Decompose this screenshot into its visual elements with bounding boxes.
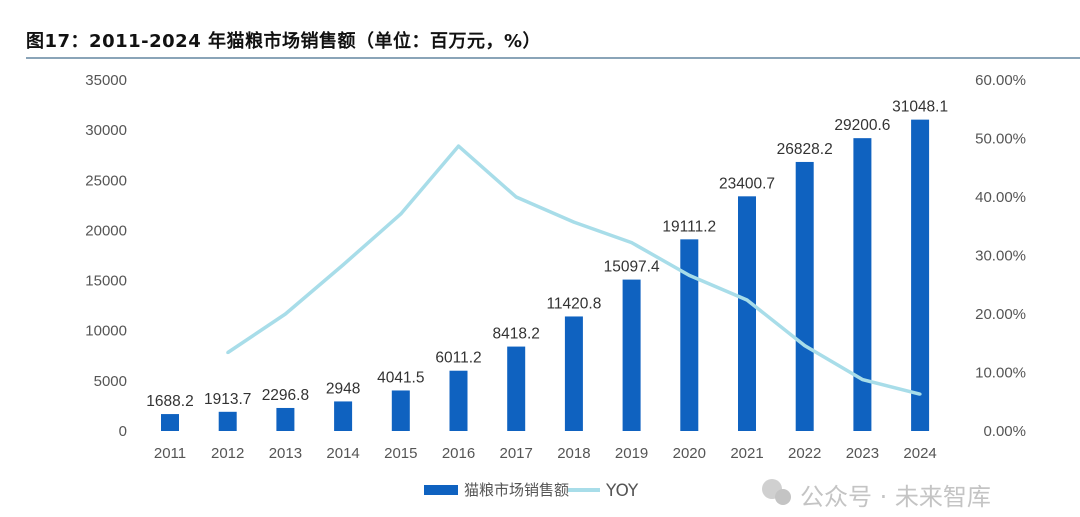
y-right-tick: 0.00% [983,423,1026,440]
yoy-point [860,378,864,382]
yoy-point [630,241,634,245]
title-divider [26,57,1080,59]
x-tick: 2024 [903,445,936,462]
yoy-point [803,344,807,348]
watermark-text: 公众号 · 未来智库 [800,483,991,511]
data-label: 23400.7 [719,175,775,192]
bar [161,414,179,431]
yoy-point [457,144,460,148]
bar [449,370,468,431]
data-label: 26828.2 [777,141,833,158]
x-tick: 2019 [615,445,648,462]
legend-label-bar: 猫粮市场销售额 [464,481,569,499]
yoy-point [514,195,518,199]
x-tick: 2018 [557,445,590,462]
bar [738,196,756,431]
data-label: 1688.2 [146,393,193,410]
y-left-tick: 25000 [85,172,127,189]
x-tick: 2016 [442,445,475,462]
x-tick: 2015 [384,445,417,462]
yoy-point [341,263,345,267]
legend-swatch-bar [424,485,458,495]
bar [795,161,814,431]
y-right-tick: 50.00% [975,131,1026,148]
yoy-point [687,273,691,277]
x-tick: 2022 [788,445,821,462]
x-tick: 2013 [269,445,302,462]
yoy-point [283,312,287,316]
bar [507,346,526,431]
y-left-tick: 10000 [85,323,127,340]
bar [391,390,410,431]
legend: 猫粮市场销售额 YOY [424,481,639,501]
yoy-point [745,298,749,302]
y-right-tick: 40.00% [975,189,1026,206]
x-tick: 2017 [500,445,533,462]
yoy-point [399,212,403,216]
bar [564,316,583,431]
bar [334,401,353,431]
y-left-tick: 15000 [85,273,127,290]
y-left-tick: 30000 [85,122,127,139]
watermark: 公众号 · 未来智库 [762,479,991,511]
data-label: 2296.8 [262,387,309,404]
data-label: 31048.1 [892,99,948,116]
y-left-tick: 20000 [85,222,127,239]
legend-label-line: YOY [605,481,639,501]
data-label: 1913.7 [204,391,251,408]
data-label: 11420.8 [546,295,601,312]
x-tick: 2021 [730,445,763,462]
data-label: 2948 [326,380,360,397]
yoy-point [572,220,576,224]
bar [911,119,930,432]
data-label: 19111.2 [662,218,716,235]
x-tick: 2014 [326,445,359,462]
y-left-tick: 35000 [85,72,127,89]
data-label: 29200.6 [834,117,890,134]
yoy-point [226,351,230,355]
bar [218,411,237,431]
y-right-tick: 20.00% [975,306,1026,323]
y-left-tick: 5000 [94,373,127,390]
data-label: 4041.5 [377,369,424,386]
y-left-tick: 0 [119,423,127,440]
data-label: 6011.2 [435,350,481,367]
data-label: 8418.2 [492,326,539,343]
x-tick: 2012 [211,445,244,462]
bar [622,279,641,431]
chart-title: 图17：2011-2024 年猫粮市场销售额（单位：百万元，%） [26,31,542,52]
y-right-tick: 10.00% [975,365,1026,382]
bar [276,407,295,431]
x-tick: 2023 [846,445,879,462]
x-tick: 2020 [673,445,706,462]
y-right-tick: 30.00% [975,248,1026,265]
data-label: 15097.4 [604,259,660,276]
x-tick: 2011 [154,445,186,462]
bar [853,138,872,431]
y-right-tick: 60.00% [975,72,1026,89]
yoy-point [918,392,922,396]
bar [680,239,699,431]
